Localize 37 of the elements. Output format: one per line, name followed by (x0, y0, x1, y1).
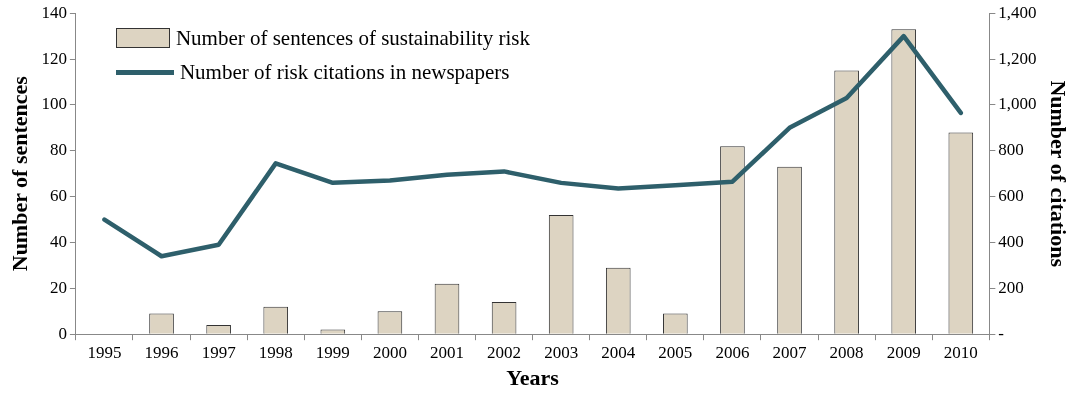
x-tick-label: 1995 (87, 342, 122, 362)
x-tick-label: 2004 (601, 342, 636, 362)
y-tick-label: 140 (41, 2, 67, 22)
x-tick-label: 1997 (201, 342, 237, 362)
y-tick-label: 40 (49, 231, 67, 251)
y-tick-label: 20 (49, 277, 67, 297)
x-tick-label: 2007 (772, 342, 808, 362)
y-tick-label: 0 (58, 323, 67, 343)
x-tick-label: 2005 (658, 342, 693, 362)
x-tick-label: 1996 (144, 342, 179, 362)
y2-tick-label: 200 (998, 277, 1024, 297)
y2-tick-label: 800 (998, 140, 1024, 160)
x-axis-title: Years (506, 365, 560, 391)
x-tick-label: 2001 (429, 342, 464, 362)
y-tick-label: 60 (49, 186, 67, 206)
y-tick-label: 120 (41, 48, 67, 68)
y2-tick-label: 1,200 (998, 48, 1037, 68)
x-tick-label: 1998 (258, 342, 293, 362)
y2-tick-label: - (998, 323, 1005, 343)
y-tick-label: 80 (49, 140, 67, 160)
y-tick-label: 100 (41, 94, 67, 114)
x-tick-label: 1999 (315, 342, 350, 362)
x-tick-label: 2010 (943, 342, 978, 362)
x-tick-label: 2000 (372, 342, 407, 362)
y2-tick-label: 1,000 (998, 94, 1037, 114)
x-tick-label: 2008 (829, 342, 864, 362)
legend-label: Number of risk citations in newspapers (179, 59, 510, 87)
x-tick-label: 2009 (886, 342, 921, 362)
y2-axis-title: Number of citations (1046, 80, 1072, 268)
y2-tick-label: 400 (998, 231, 1024, 251)
y-axis-title: Number of sentences (6, 75, 32, 272)
y2-tick-label: 600 (998, 186, 1024, 206)
x-tick-label: 2006 (715, 342, 750, 362)
y2-tick-label: 1,400 (998, 2, 1037, 22)
legend-label: Number of sentences of sustainability risk (175, 25, 530, 53)
x-tick-label: 2003 (544, 342, 579, 362)
x-tick-label: 2002 (487, 342, 522, 362)
